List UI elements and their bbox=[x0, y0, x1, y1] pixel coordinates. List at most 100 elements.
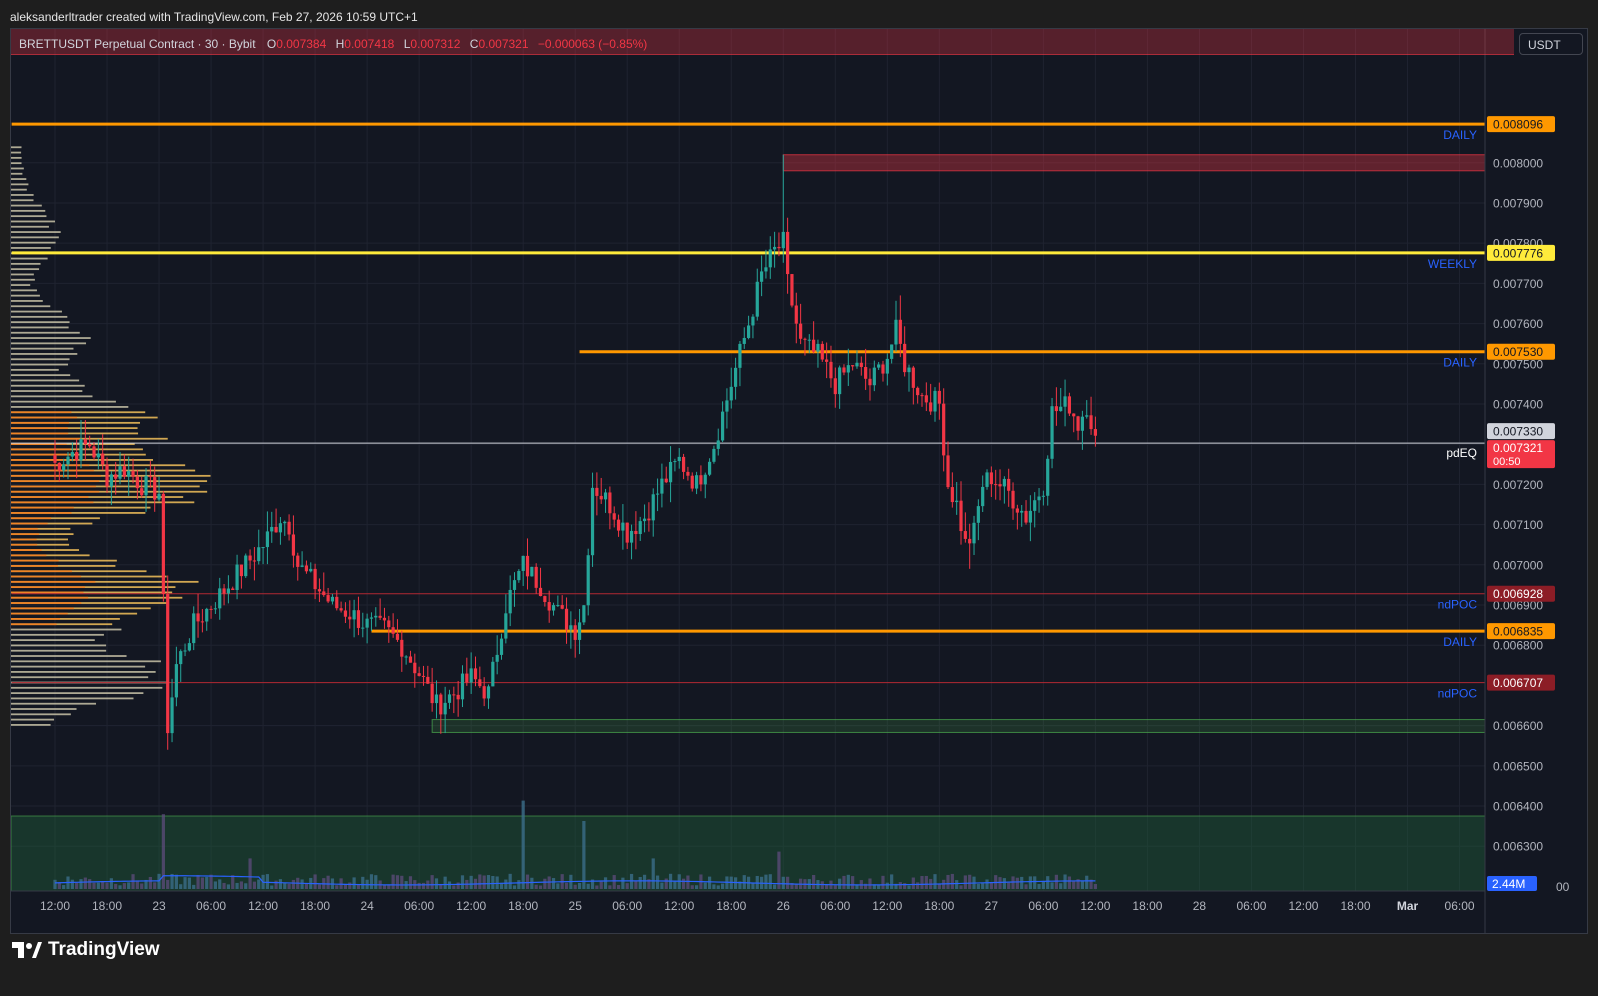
daily-3-tag bbox=[1487, 623, 1555, 640]
candle-body bbox=[838, 367, 842, 395]
volume-bar bbox=[924, 875, 928, 889]
profile-row-core bbox=[11, 416, 77, 419]
candle-body bbox=[603, 492, 608, 500]
candle-body bbox=[898, 319, 902, 344]
candle-body bbox=[1063, 396, 1067, 407]
profile-row bbox=[11, 660, 161, 663]
chart-canvas[interactable]: 0.0080000.0079000.0078000.0077000.007600… bbox=[11, 29, 1587, 933]
volume-bar bbox=[482, 875, 486, 889]
profile-row-core bbox=[11, 517, 52, 520]
countdown-text: 00:50 bbox=[1493, 456, 1521, 468]
candle-body bbox=[911, 367, 915, 388]
profile-row bbox=[11, 358, 70, 361]
tradingview-logo[interactable]: TradingView bbox=[12, 938, 160, 962]
candle-body bbox=[677, 456, 681, 462]
candle-body bbox=[70, 452, 74, 457]
ohlc-legend: BRETTUSDT Perpetual Contract · 30 · Bybi… bbox=[19, 37, 653, 51]
ndpoc-2-caption: ndPOC bbox=[1438, 687, 1478, 701]
profile-row bbox=[11, 167, 24, 170]
profile-row-core bbox=[11, 565, 58, 567]
volume-bar bbox=[430, 875, 434, 889]
y-tick-label: 0.007600 bbox=[1493, 317, 1543, 331]
candle-body bbox=[469, 668, 473, 683]
volume-bar bbox=[356, 884, 361, 889]
candle-body bbox=[57, 462, 61, 471]
profile-row bbox=[11, 262, 41, 265]
volume-bar bbox=[621, 877, 625, 889]
volume-bar bbox=[460, 875, 465, 889]
change-value: −0.000063 (−0.85%) bbox=[537, 37, 648, 51]
volume-bar bbox=[512, 885, 517, 889]
candle-body bbox=[742, 337, 746, 344]
open-key: O bbox=[266, 37, 277, 51]
volume-bar bbox=[616, 885, 621, 889]
profile-row bbox=[11, 649, 107, 652]
candle-body bbox=[200, 621, 204, 623]
last-price-text: 0.007321 bbox=[1493, 441, 1543, 455]
symbol-label[interactable]: BRETTUSDT Perpetual Contract · 30 · Bybi… bbox=[19, 37, 256, 51]
ndpoc-2-tag-text: 0.006707 bbox=[1493, 676, 1543, 690]
volume-bar bbox=[504, 879, 508, 889]
volume-bar bbox=[634, 881, 638, 889]
x-tick-label: 25 bbox=[569, 899, 583, 913]
volume-bar bbox=[400, 875, 404, 889]
high-value: 0.007418 bbox=[344, 37, 395, 51]
currency-button[interactable]: USDT bbox=[1519, 33, 1583, 55]
volume-bar bbox=[1054, 874, 1058, 889]
y-tick-label: 0.007500 bbox=[1493, 357, 1543, 371]
volume-bar bbox=[903, 883, 907, 889]
x-tick-label: 12:00 bbox=[664, 899, 694, 913]
volume-bar bbox=[577, 882, 582, 889]
profile-row bbox=[11, 623, 113, 626]
profile-row bbox=[11, 596, 183, 599]
open-value: 0.007384 bbox=[276, 37, 327, 51]
profile-row-core bbox=[11, 623, 57, 626]
volume-bar bbox=[209, 874, 213, 889]
candle-body bbox=[447, 694, 452, 703]
candle-body bbox=[75, 452, 79, 461]
candle-body bbox=[226, 588, 230, 594]
volume-bar bbox=[712, 884, 716, 889]
volume-bar bbox=[985, 879, 989, 889]
profile-row-core bbox=[11, 554, 47, 557]
volume-bar bbox=[968, 874, 972, 889]
profile-row bbox=[11, 639, 95, 642]
candle-body bbox=[768, 249, 772, 268]
candle-body bbox=[807, 339, 811, 341]
volume-bar bbox=[1089, 879, 1093, 889]
horizontal-levels bbox=[11, 122, 1485, 684]
profile-row bbox=[11, 538, 68, 541]
candle-body bbox=[946, 455, 950, 488]
pdeq-tag-text: 0.007330 bbox=[1493, 425, 1543, 439]
profile-row bbox=[11, 178, 27, 180]
volume-bar bbox=[773, 884, 777, 889]
volume-bar bbox=[976, 883, 980, 889]
candle-body bbox=[582, 605, 586, 623]
candle-body bbox=[62, 464, 66, 471]
volume-bar bbox=[114, 883, 118, 889]
candle-body bbox=[1093, 429, 1097, 436]
volume-bar bbox=[647, 879, 651, 889]
volume-bar bbox=[361, 876, 365, 889]
candle-body bbox=[942, 403, 946, 456]
profile-row bbox=[11, 220, 56, 223]
candle-body bbox=[543, 596, 547, 603]
chart-frame[interactable]: 0.008000 0.007900 0.007800 0.007700 0.007600… bbox=[10, 28, 1588, 934]
candle-body bbox=[612, 513, 616, 520]
candle-body bbox=[131, 470, 135, 477]
volume-bar bbox=[1033, 876, 1037, 889]
volume-bar bbox=[660, 882, 664, 889]
volume-bar bbox=[179, 884, 183, 889]
volume-bar bbox=[88, 879, 92, 889]
candle-body bbox=[647, 518, 651, 521]
volume-bar bbox=[937, 884, 941, 889]
volume-bar bbox=[144, 879, 148, 889]
profile-row bbox=[11, 284, 31, 286]
profile-row bbox=[11, 331, 80, 334]
candle-body bbox=[790, 274, 794, 306]
candle-body bbox=[326, 595, 330, 602]
candle-body bbox=[53, 454, 57, 463]
volume-bar bbox=[200, 877, 204, 889]
volume-bar bbox=[109, 878, 113, 889]
volume-bar bbox=[872, 884, 876, 889]
